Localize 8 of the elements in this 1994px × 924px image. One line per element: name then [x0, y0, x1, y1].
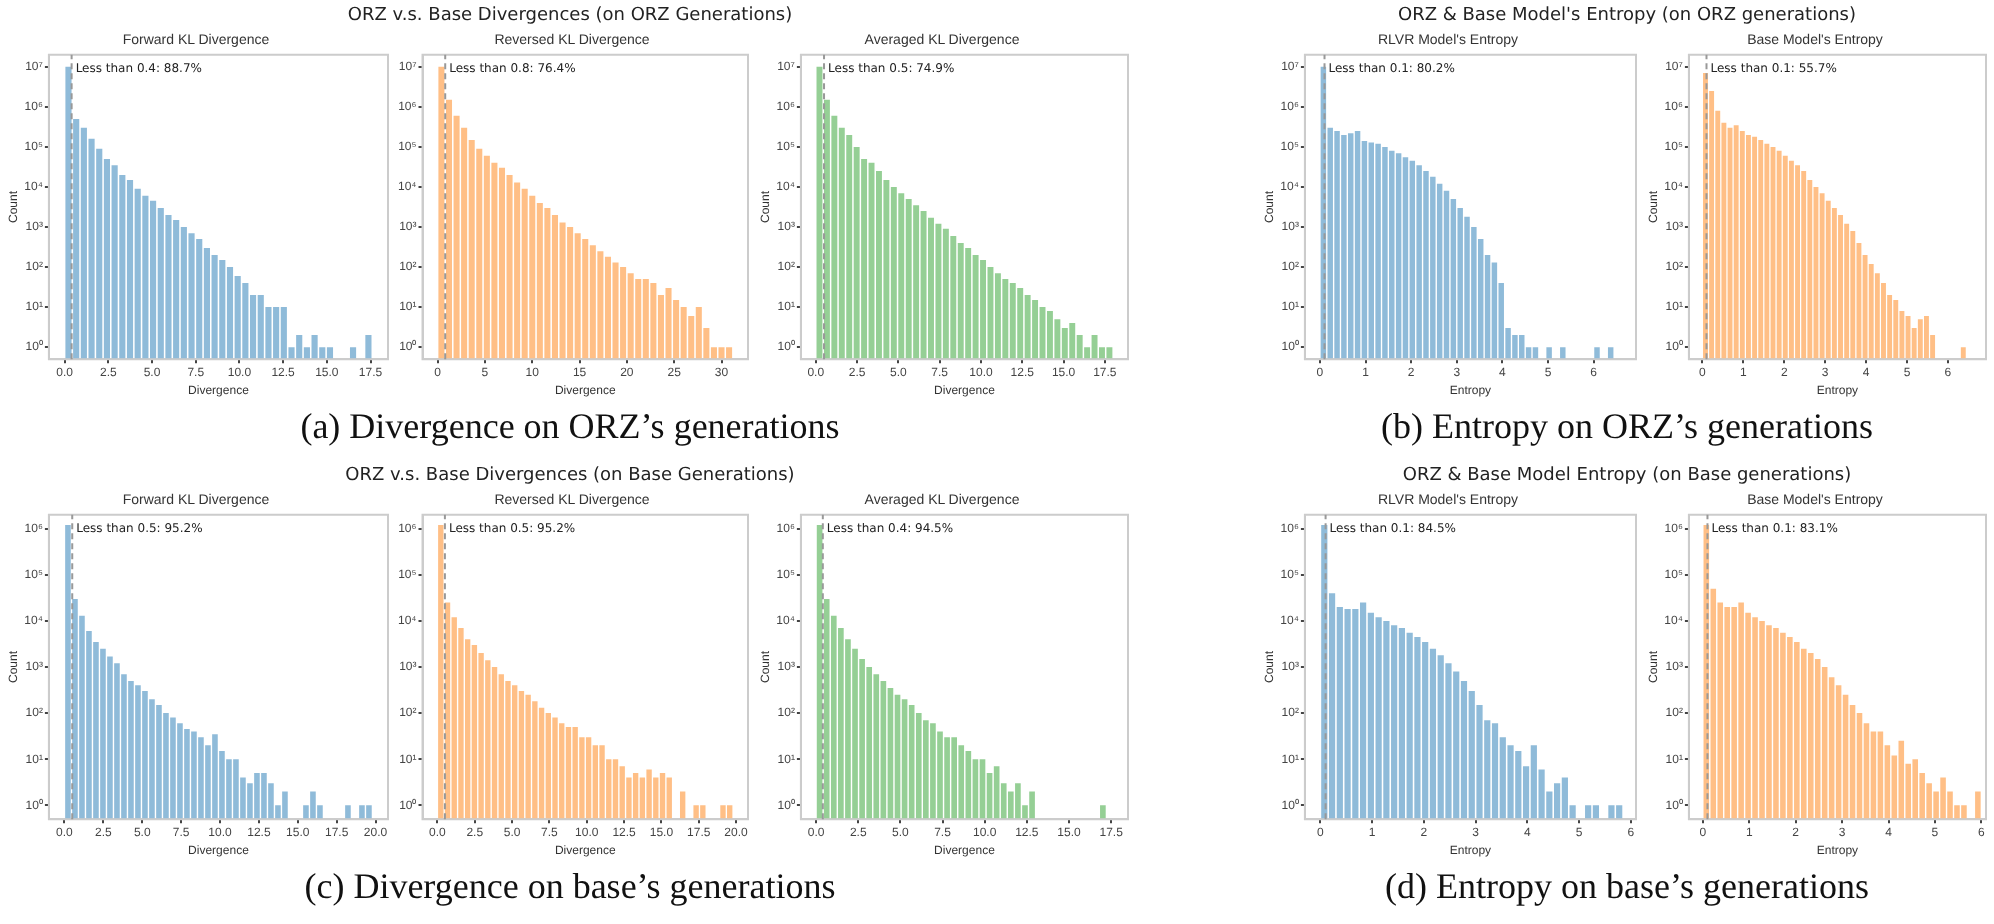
text: (d) Entropy on base’s generations: [1383, 866, 1871, 908]
text: (b) Entropy on ORZ’s generations: [1379, 406, 1875, 448]
text: ORZ v.s. Base Divergences (on ORZ Generations): [345, 6, 795, 26]
text: ORZ v.s. Base Divergences (on Base Generations): [343, 466, 797, 486]
text: ORZ & Base Model Entropy (on Base generations): [1400, 466, 1854, 486]
text: (a) Divergence on ORZ’s generations: [298, 406, 842, 448]
text: ORZ & Base Model's Entropy (on ORZ generations): [1396, 6, 1858, 26]
text: (c) Divergence on base’s generations: [302, 866, 838, 908]
